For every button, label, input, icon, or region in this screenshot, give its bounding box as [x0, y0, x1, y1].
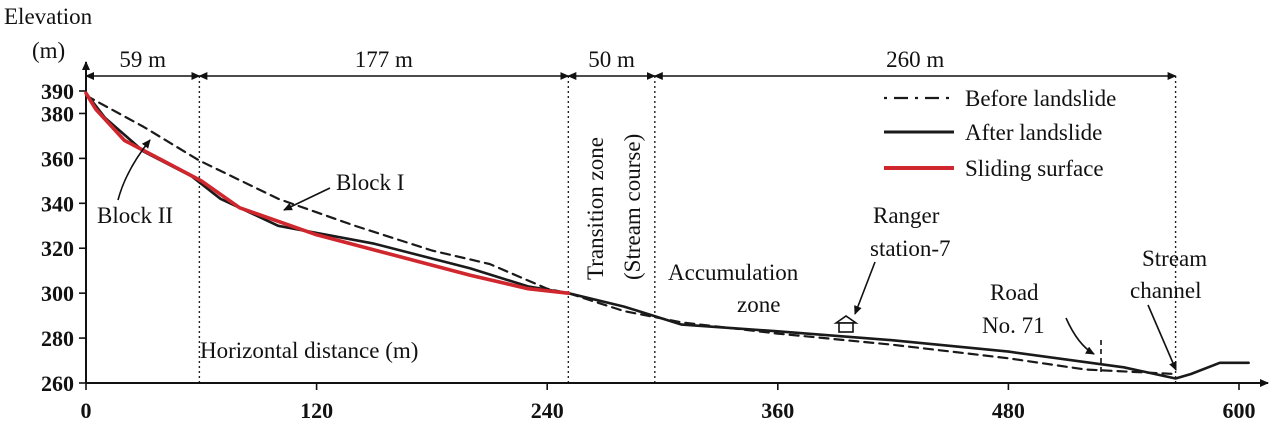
y-tick-label: 300 [41, 281, 74, 306]
block-i-pointer [283, 187, 331, 211]
x-tick-label: 600 [1223, 398, 1256, 423]
road-label-line2: No. 71 [982, 313, 1045, 338]
x-tick-label: 360 [761, 398, 794, 423]
x-axis-title: Horizontal distance (m) [200, 338, 418, 363]
y-tick-label: 320 [41, 236, 74, 261]
block-ii-pointer [117, 139, 151, 201]
ranger-station-house-icon [833, 315, 859, 333]
y-tick-label: 380 [41, 101, 74, 126]
segment-length-label: 50 m [588, 47, 635, 72]
y-tick-label: 280 [41, 326, 74, 351]
legend-label-sliding: Sliding surface [965, 156, 1104, 181]
block-ii-label: Block II [97, 203, 173, 228]
road-pointer [1065, 317, 1095, 355]
y-tick-label: 360 [41, 146, 74, 171]
profile-lines [84, 91, 1250, 380]
transition-zone-label: Transition zone [583, 137, 608, 280]
x-tick-label: 120 [300, 398, 333, 423]
stream-channel-pointer [1147, 304, 1177, 371]
x-tick-label: 0 [81, 398, 92, 423]
stream-course-label: (Stream course) [620, 134, 645, 280]
y-axis-title-line1: Elevation [4, 4, 93, 29]
y-axis-title-line2: (m) [32, 38, 65, 63]
stream-channel-label-line1: Stream [1142, 246, 1207, 271]
segment-length-label: 59 m [119, 47, 166, 72]
stream-channel-label-line2: channel [1130, 278, 1202, 303]
legend-label-after: After landslide [965, 120, 1102, 145]
boundary-lines [198, 76, 1177, 383]
segment-length-label: 177 m [355, 47, 413, 72]
ranger-station-label-line2: station-7 [870, 236, 951, 261]
x-tick-label: 240 [531, 398, 564, 423]
x-tick-label: 480 [992, 398, 1025, 423]
ranger-station-label-line1: Ranger [873, 203, 940, 228]
legend-label-before: Before landslide [965, 86, 1116, 111]
y-tick-label: 340 [41, 191, 74, 216]
sliding-surface-line [84, 91, 571, 296]
y-tick-label: 390 [41, 79, 74, 104]
accumulation-zone-label-line2: zone [737, 292, 780, 317]
legend: Before landslide After landslide Sliding… [884, 86, 1116, 181]
road-label-line1: Road [990, 280, 1039, 305]
block-i-label: Block I [336, 170, 404, 195]
annotations: Block I Block II Transition zone (Stream… [97, 134, 1207, 376]
accumulation-zone-label-line1: Accumulation [668, 260, 799, 285]
ranger-station-pointer [854, 261, 876, 315]
y-tick-label: 260 [41, 371, 74, 396]
segment-length-label: 260 m [886, 47, 944, 72]
segment-dimensions: 59 m 177 m 50 m 260 m [85, 47, 1177, 80]
